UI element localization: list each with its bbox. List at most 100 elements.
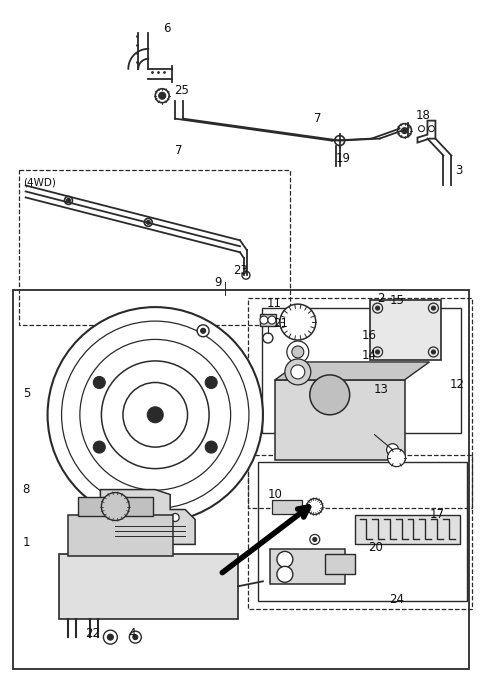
Text: 4: 4 [128,627,136,640]
Text: 9: 9 [214,275,222,288]
Circle shape [280,304,316,340]
Circle shape [268,316,276,324]
Circle shape [419,125,424,132]
Circle shape [397,123,411,138]
Circle shape [133,634,138,640]
Circle shape [387,449,406,466]
Text: 7: 7 [175,144,183,157]
Text: 23: 23 [233,264,248,277]
Circle shape [386,444,398,456]
Circle shape [61,321,249,508]
Circle shape [129,631,141,643]
Circle shape [115,505,125,514]
Bar [258,462,468,601]
Circle shape [291,365,305,379]
Circle shape [159,92,166,99]
Circle shape [376,350,380,354]
Text: 22: 22 [85,627,100,640]
Circle shape [103,630,117,644]
Circle shape [101,493,129,521]
Circle shape [429,303,438,313]
Text: 20: 20 [368,541,383,554]
Text: 1: 1 [23,536,30,549]
Circle shape [307,499,323,514]
Text: 7: 7 [314,112,321,125]
Circle shape [93,441,105,453]
Circle shape [123,382,188,447]
Circle shape [263,333,273,343]
Text: 3: 3 [456,164,463,177]
Circle shape [432,350,435,354]
Circle shape [432,306,435,310]
Bar [262,308,461,433]
Text: 6: 6 [163,23,171,36]
Circle shape [155,89,169,103]
Circle shape [201,328,205,334]
Text: 24: 24 [390,593,405,606]
Circle shape [372,347,383,357]
Circle shape [67,199,71,202]
Text: 12: 12 [449,378,464,391]
Bar [248,298,472,508]
Text: 13: 13 [373,384,388,397]
Circle shape [144,219,152,226]
Text: 5: 5 [23,387,30,400]
Circle shape [205,441,217,453]
Circle shape [429,125,434,132]
Polygon shape [100,490,195,545]
Circle shape [277,551,293,567]
Circle shape [402,127,408,134]
Polygon shape [275,362,430,380]
Bar [19,171,290,325]
Text: 25: 25 [174,84,189,97]
Text: 8: 8 [23,483,30,496]
Bar [59,554,238,619]
Circle shape [285,359,311,385]
Circle shape [376,306,380,310]
Circle shape [108,634,113,640]
Circle shape [429,347,438,357]
Circle shape [80,339,230,490]
Bar [248,455,472,609]
Circle shape [101,361,209,469]
Circle shape [197,325,209,337]
Bar [272,499,302,514]
Circle shape [277,566,293,582]
Text: 11: 11 [267,297,282,310]
Text: 15: 15 [390,294,405,307]
Circle shape [147,407,163,423]
Circle shape [335,136,345,146]
Bar [370,300,442,360]
Circle shape [171,514,179,521]
Circle shape [372,303,383,313]
Circle shape [242,271,250,279]
Circle shape [260,316,268,324]
Text: 16: 16 [361,329,377,342]
Bar [355,514,460,545]
Bar [260,314,276,326]
Bar [78,497,153,516]
Text: 19: 19 [336,152,351,165]
Text: 21: 21 [273,316,288,329]
Text: 2: 2 [378,292,385,305]
Circle shape [292,346,304,358]
Bar [325,554,355,574]
Bar [12,290,469,669]
Circle shape [93,377,105,388]
Circle shape [146,221,150,225]
Bar [69,514,173,556]
Circle shape [313,538,317,541]
Circle shape [64,197,72,204]
Circle shape [287,341,309,363]
Bar [275,380,405,460]
Circle shape [132,501,139,508]
Circle shape [48,307,263,523]
Circle shape [205,377,217,388]
Text: 18: 18 [416,109,431,122]
Bar [270,549,345,584]
Text: 14: 14 [361,349,377,362]
Circle shape [310,375,350,415]
Text: (4WD): (4WD) [23,177,56,188]
Circle shape [310,534,320,545]
Text: 10: 10 [268,488,283,501]
